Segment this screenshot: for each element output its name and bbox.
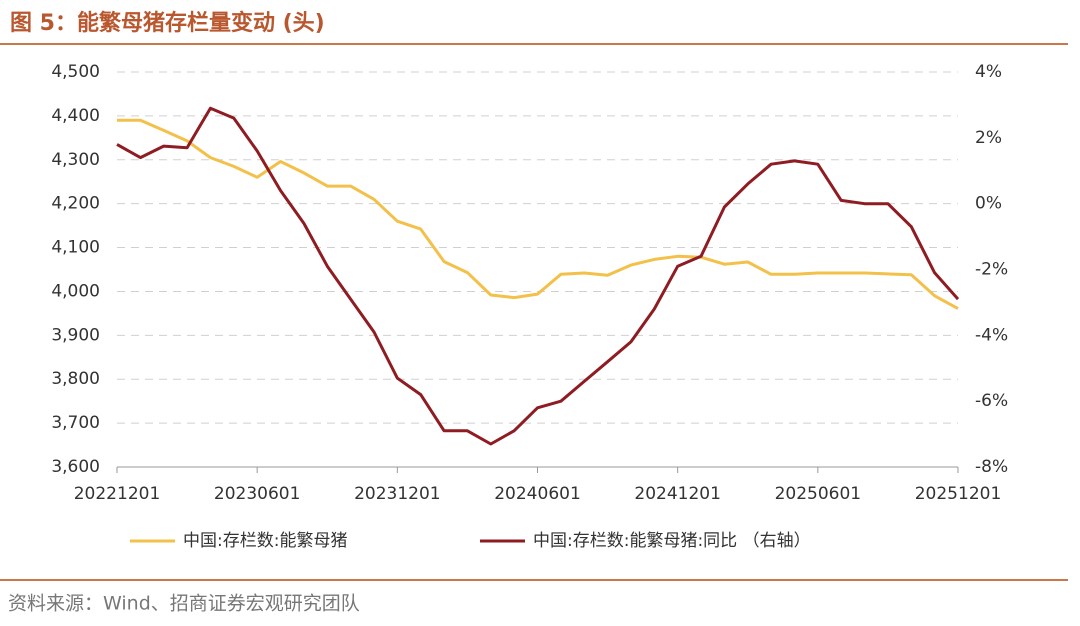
- y2-tick-label: -4%: [975, 325, 1008, 345]
- series-line: [116, 106, 960, 446]
- series-line: [117, 118, 959, 310]
- y2-tick-label: 4%: [975, 62, 1002, 82]
- y2-tick-label: 2%: [975, 128, 1002, 148]
- x-tick-label: 20241201: [634, 484, 721, 504]
- x-tick-label: 20240601: [494, 484, 581, 504]
- y-tick-label: 4,400: [51, 106, 100, 126]
- y2-tick-label: -6%: [975, 391, 1008, 411]
- y-tick-label: 3,800: [51, 369, 100, 389]
- x-tick-label: 20230601: [214, 484, 301, 504]
- y-tick-label: 3,700: [51, 413, 100, 433]
- x-tick-label: 20221201: [74, 484, 161, 504]
- y2-tick-label: -2%: [975, 260, 1008, 280]
- legend-label: 中国:存栏数:能繁母猪:同比 （右轴）: [533, 531, 811, 551]
- y-tick-label: 3,600: [51, 457, 100, 477]
- y-tick-label: 4,200: [51, 194, 100, 214]
- y-tick-label: 3,900: [51, 325, 100, 345]
- y-tick-label: 4,000: [51, 281, 100, 301]
- y-tick-label: 4,300: [51, 150, 100, 170]
- legend-label: 中国:存栏数:能繁母猪: [183, 531, 347, 551]
- source: 资料来源：Wind、招商证券宏观研究团队: [8, 593, 360, 615]
- y2-tick-label: -8%: [975, 457, 1008, 477]
- y-tick-label: 4,500: [51, 62, 100, 82]
- x-tick-label: 20231201: [354, 484, 441, 504]
- x-tick-label: 20251201: [915, 484, 1002, 504]
- y2-tick-label: 0%: [975, 194, 1002, 214]
- x-tick-label: 20250601: [775, 484, 862, 504]
- y-tick-label: 4,100: [51, 238, 100, 258]
- chart-title: 图 5：能繁母猪存栏量变动 (头): [10, 10, 325, 36]
